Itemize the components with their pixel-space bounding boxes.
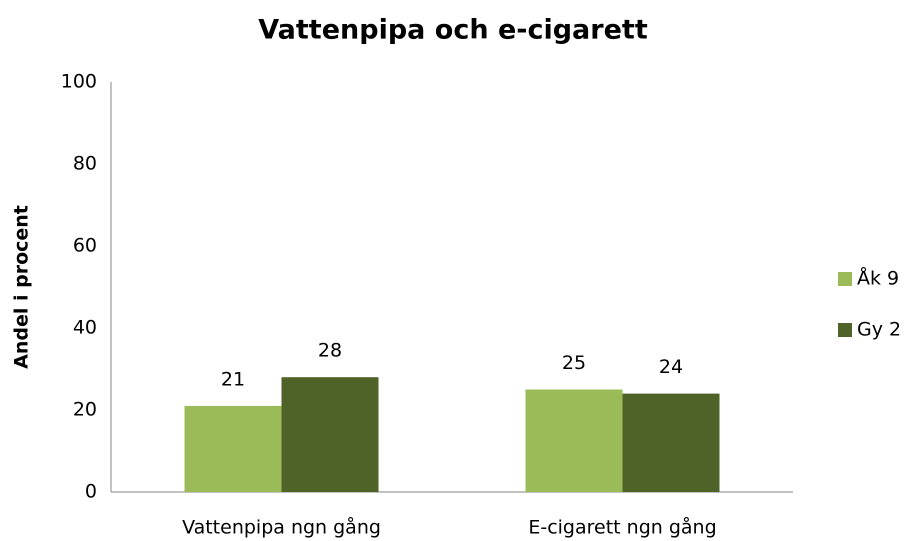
x-tick-label: Vattenpipa ngn gång [182,516,381,539]
data-label: 21 [221,368,245,390]
y-tick-label: 80 [73,153,97,175]
y-tick-label: 20 [73,399,97,421]
bar [281,377,379,492]
y-tick-label: 60 [73,235,97,257]
data-label: 25 [562,352,586,374]
y-tick-label: 40 [73,317,97,339]
legend-label: Åk 9 [857,267,899,290]
y-axis-label: Andel i procent [11,205,33,369]
bar [622,393,720,492]
data-label: 28 [318,340,342,362]
y-tick-label: 100 [61,71,97,93]
legend-swatch [838,272,852,286]
legend-label: Gy 2 [857,319,901,341]
y-tick-label: 0 [85,481,97,503]
x-tick-label: E-cigarett ngn gång [528,516,716,539]
chart-title: Vattenpipa och e-cigarett [258,15,648,46]
bar [184,405,282,492]
bar [525,389,623,492]
legend-swatch [838,323,852,337]
data-label: 24 [659,356,683,378]
